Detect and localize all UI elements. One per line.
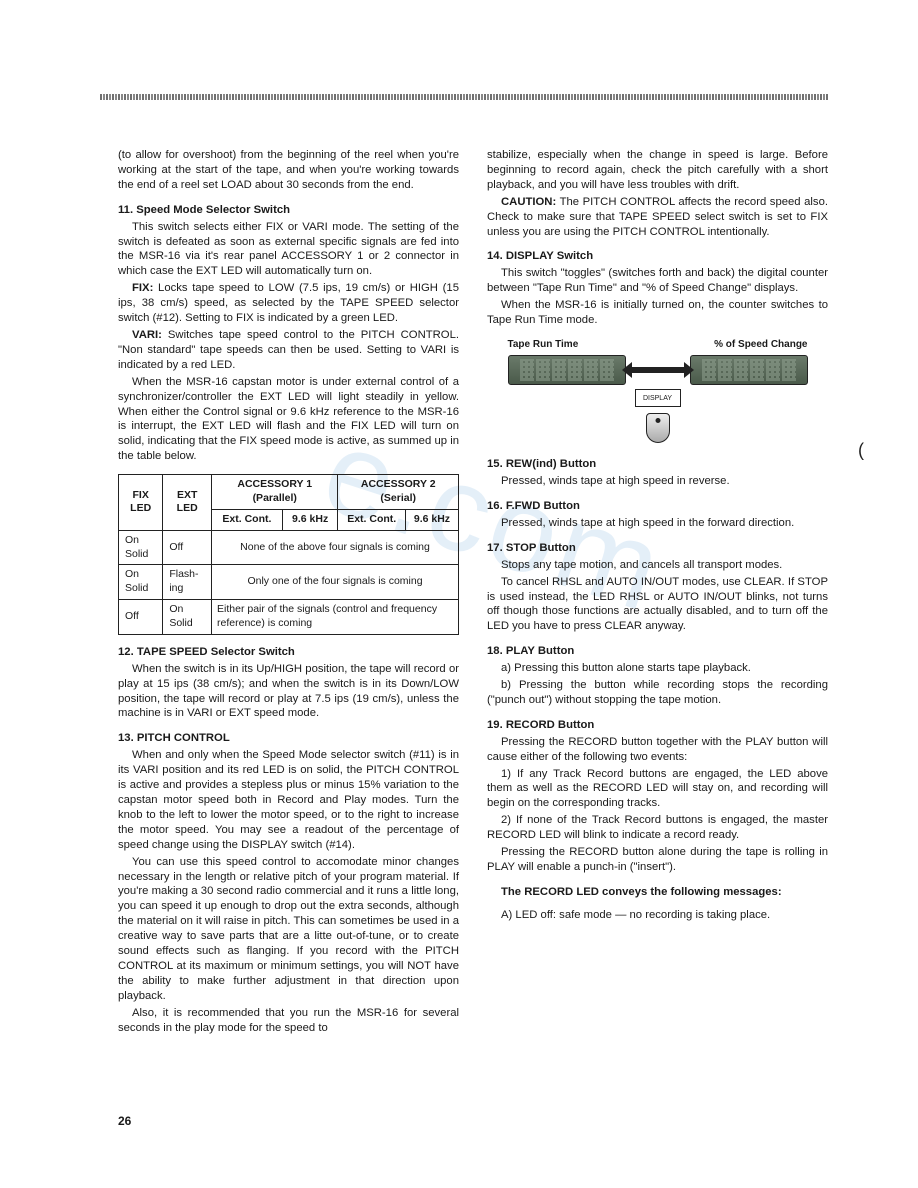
display-switch-diagram: Tape Run Time % of Speed Change DISPLAY [508,338,808,443]
section-19-p3: 2) If none of the Track Record buttons i… [487,813,828,843]
right-intro: stabilize, especially when the change in… [487,148,828,193]
vari-text: Switches tape speed control to the PITCH… [118,329,459,371]
double-arrow-icon [630,367,686,373]
section-14-title: 14. DISPLAY Switch [487,249,828,264]
record-led-msg-title: The RECORD LED conveys the following mes… [487,885,828,900]
section-11-vari: VARI: Switches tape speed control to the… [118,328,459,373]
th-96-1: 9.6 kHz [282,509,338,530]
r3-ext: On Solid [163,600,212,635]
section-18-a: a) Pressing this button alone starts tap… [487,661,828,676]
table-row: On Solid Off None of the above four sign… [119,530,459,565]
seven-seg-right-icon [690,355,808,385]
section-14-p1: This switch "toggles" (switches forth an… [487,266,828,296]
led-signal-table: FIX LED EXT LED ACCESSORY 1 (Parallel) A… [118,474,459,635]
th-96-2: 9.6 kHz [405,509,458,530]
scan-artifact-bar [100,94,828,100]
section-18-title: 18. PLAY Button [487,644,828,659]
section-13-p2: You can use this speed control to accomo… [118,855,459,1004]
section-11-title: 11. Speed Mode Selector Switch [118,203,459,218]
r2-fix: On Solid [119,565,163,600]
th-fix-led: FIX LED [119,475,163,531]
section-13-title: 13. PITCH CONTROL [118,731,459,746]
margin-mark: ( [858,440,864,461]
section-12-p1: When the switch is in its Up/HIGH positi… [118,662,459,722]
section-18-b: b) Pressing the button while recording s… [487,678,828,708]
table-row: Off On Solid Either pair of the signals … [119,600,459,635]
caution-para: CAUTION: The PITCH CONTROL affects the r… [487,195,828,240]
section-19-title: 19. RECORD Button [487,718,828,733]
th-ext-cont-2: Ext. Cont. [338,509,405,530]
section-16-p1: Pressed, winds tape at high speed in the… [487,516,828,531]
diagram-left-label: Tape Run Time [508,338,579,351]
fix-text: Locks tape speed to LOW (7.5 ips, 19 cm/… [118,282,459,324]
table-row: On Solid Flash-ing Only one of the four … [119,565,459,600]
vari-label: VARI: [132,329,162,341]
section-13-p3: Also, it is recommended that you run the… [118,1006,459,1036]
seven-seg-left-icon [508,355,626,385]
fix-label: FIX: [132,282,153,294]
section-11-p1: This switch selects either FIX or VARI m… [118,220,459,280]
th-ext-led: EXT LED [163,475,212,531]
section-17-title: 17. STOP Button [487,541,828,556]
th-ext-cont-1: Ext. Cont. [212,509,283,530]
section-17-p2: To cancel RHSL and AUTO IN/OUT modes, us… [487,575,828,635]
diagram-right-label: % of Speed Change [714,338,807,351]
section-14-p2: When the MSR-16 is initially turned on, … [487,298,828,328]
caution-label: CAUTION: [501,196,556,208]
section-13-p1: When and only when the Speed Mode select… [118,748,459,852]
r3-fix: Off [119,600,163,635]
section-19-p1: Pressing the RECORD button together with… [487,735,828,765]
page-body: (to allow for overshoot) from the beginn… [118,148,828,1138]
toggle-knob-icon [646,413,670,443]
r1-fix: On Solid [119,530,163,565]
r1-ext: Off [163,530,212,565]
r2-msg: Only one of the four signals is coming [212,565,459,600]
intro-continuation: (to allow for overshoot) from the beginn… [118,148,459,193]
page-number: 26 [118,1114,131,1128]
section-19-p4: Pressing the RECORD button alone during … [487,845,828,875]
section-19-p2: 1) If any Track Record buttons are engag… [487,767,828,812]
r2-ext: Flash-ing [163,565,212,600]
th-acc1: ACCESSORY 1 (Parallel) [212,475,338,510]
right-column: stabilize, especially when the change in… [487,148,828,1138]
section-15-title: 15. REW(ind) Button [487,457,828,472]
section-11-p2: When the MSR-16 capstan motor is under e… [118,375,459,464]
section-16-title: 16. F.FWD Button [487,499,828,514]
section-15-p1: Pressed, winds tape at high speed in rev… [487,474,828,489]
th-acc2: ACCESSORY 2 (Serial) [338,475,459,510]
section-19-a: A) LED off: safe mode — no recording is … [487,908,828,923]
section-17-p1: Stops any tape motion, and cancels all t… [487,558,828,573]
left-column: (to allow for overshoot) from the beginn… [118,148,459,1138]
r3-msg: Either pair of the signals (control and … [212,600,459,635]
r1-msg: None of the above four signals is coming [212,530,459,565]
section-11-fix: FIX: Locks tape speed to LOW (7.5 ips, 1… [118,281,459,326]
section-12-title: 12. TAPE SPEED Selector Switch [118,645,459,660]
display-switch-label-icon: DISPLAY [635,389,681,407]
